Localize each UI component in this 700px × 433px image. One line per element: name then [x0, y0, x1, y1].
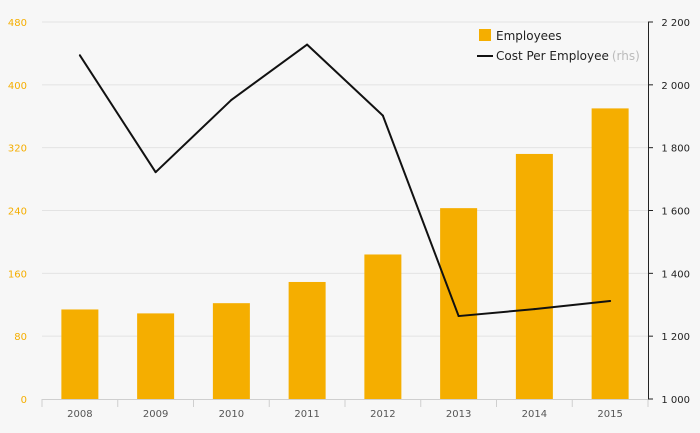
- legend-label-cost-text: Cost Per Employee: [496, 49, 609, 63]
- x-tick-label-2012: 2012: [370, 409, 395, 420]
- left-tick-label: 320: [8, 144, 27, 155]
- right-tick-label: 2 200: [661, 18, 690, 29]
- right-tick-label: 1 800: [661, 144, 690, 155]
- line-point-2014: [533, 308, 536, 311]
- bar-2013: [440, 208, 478, 399]
- bar-2012: [364, 254, 402, 399]
- line-point-2013: [457, 315, 460, 318]
- x-tick-label-2015: 2015: [597, 409, 622, 420]
- line-point-2008: [78, 54, 81, 57]
- legend-label-employees: Employees: [496, 29, 562, 43]
- line-path-cost-per-employee: [79, 43, 611, 318]
- line-point-2010: [230, 98, 233, 101]
- right-tick-label: 1 400: [661, 269, 690, 280]
- right-tick-label: 1 600: [661, 207, 690, 218]
- line-point-2011: [306, 43, 309, 46]
- bar-2011: [288, 281, 326, 399]
- line-point-2009: [154, 171, 157, 174]
- right-axis: 1 000 1 200 1 400 1 600 1 800 2 000 2 200: [648, 18, 690, 406]
- line-point-2015: [609, 299, 612, 302]
- left-tick-label: 0: [21, 395, 27, 406]
- legend: Employees Cost Per Employee (rhs): [477, 29, 640, 63]
- left-axis: 0 80 160 240 320 400 480: [8, 18, 27, 406]
- bars-employees: [61, 108, 629, 399]
- left-tick-label: 480: [8, 18, 27, 29]
- right-tick-label: 1 000: [661, 395, 690, 406]
- left-tick-label: 400: [8, 81, 27, 92]
- line-point-2012: [381, 114, 384, 117]
- bar-2009: [137, 313, 175, 399]
- left-tick-label: 80: [14, 332, 27, 343]
- x-tick-label-2009: 2009: [143, 409, 168, 420]
- line-cost-per-employee: [78, 43, 612, 318]
- x-tick-label-2013: 2013: [446, 409, 471, 420]
- legend-swatch-employees: [479, 29, 491, 41]
- x-axis: 2008 2009 2010 2011 2012 2013 2014 2015: [41, 399, 649, 420]
- bar-2015: [591, 108, 629, 399]
- gridlines: [42, 21, 648, 337]
- bar-2010: [212, 303, 250, 399]
- left-tick-label: 160: [8, 269, 27, 280]
- bar-2008: [61, 309, 99, 399]
- x-tick-label-2011: 2011: [294, 409, 319, 420]
- right-tick-label: 2 000: [661, 81, 690, 92]
- x-tick-label-2014: 2014: [522, 409, 547, 420]
- legend-label-cost-per-employee: Cost Per Employee (rhs): [496, 49, 640, 63]
- x-tick-label-2010: 2010: [219, 409, 244, 420]
- right-tick-label: 1 200: [661, 332, 690, 343]
- bar-2014: [515, 153, 553, 399]
- x-tick-label-2008: 2008: [67, 409, 92, 420]
- left-tick-label: 240: [8, 207, 27, 218]
- legend-label-rhs: (rhs): [612, 49, 640, 63]
